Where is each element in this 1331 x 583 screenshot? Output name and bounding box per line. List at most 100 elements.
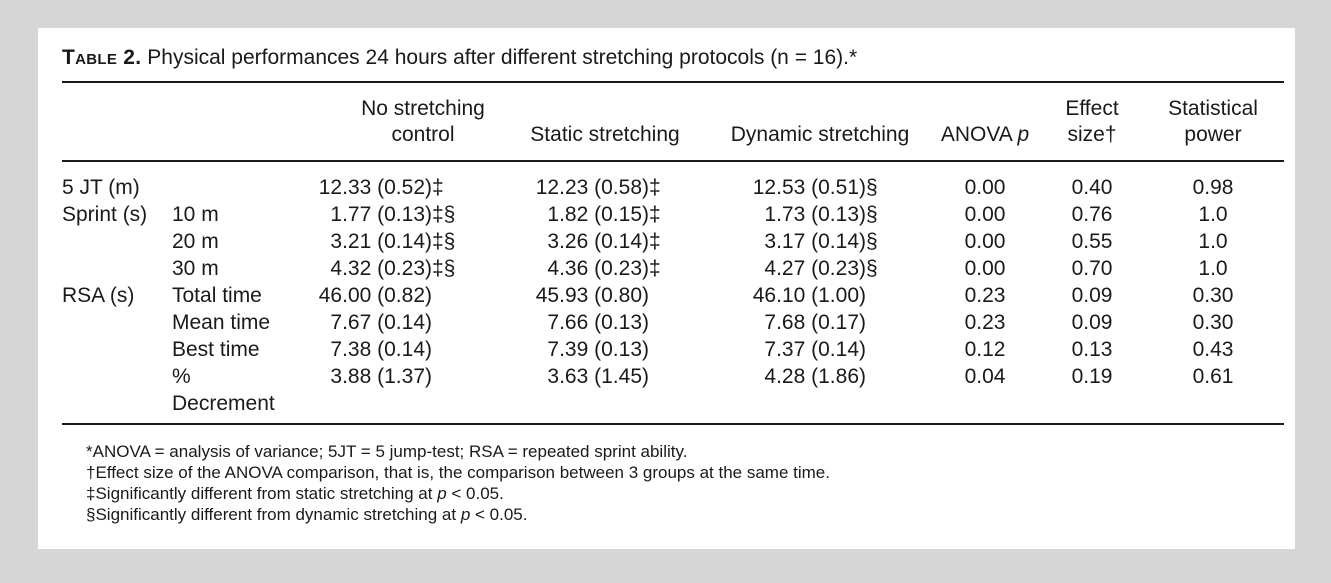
cell-dynamic: 1.73 (0.13)§: [748, 202, 878, 228]
significance-marker: §: [866, 203, 878, 226]
cell-dynamic: 7.37 (0.14): [748, 337, 866, 363]
cell-statistical-power: 1.0: [1198, 203, 1228, 226]
significance-marker: ‡: [649, 203, 661, 226]
significance-marker: ‡§: [432, 257, 456, 280]
cell-value: 4.36 (0.23): [547, 257, 649, 280]
cell-dynamic: 46.10 (1.00): [748, 283, 866, 309]
cell-value: 4.32 (0.23): [330, 257, 432, 280]
bottom-rule: [62, 423, 1284, 425]
cell-value: 7.38 (0.14): [330, 338, 432, 361]
header-line: control: [391, 123, 455, 146]
cell-value: 4.28 (1.86): [764, 365, 866, 388]
header-effect-size: Effect size†: [992, 96, 1192, 148]
significance-marker: ‡: [649, 257, 661, 280]
header-line: Statistical: [1168, 97, 1258, 120]
cell-value: 1.73 (0.13): [764, 203, 866, 226]
footnote: *ANOVA = analysis of variance; 5JT = 5 j…: [86, 442, 688, 461]
cell-effect-size: 0.55: [1071, 230, 1113, 253]
cell-value: 1.82 (0.15): [547, 203, 649, 226]
significance-marker: §: [866, 230, 878, 253]
cell-static: 1.82 (0.15)‡: [531, 202, 661, 228]
cell-effect-size: 0.40: [1071, 176, 1113, 199]
cell-value: 7.66 (0.13): [547, 311, 649, 334]
cell-anova-p: 0.00: [964, 230, 1006, 253]
cell-statistical-power: 1.0: [1198, 230, 1228, 253]
header-line: [505, 96, 705, 122]
cell-static: 3.63 (1.45): [531, 364, 649, 390]
cell-value: 4.27 (0.23): [764, 257, 866, 280]
footnote: §Significantly different from dynamic st…: [86, 505, 528, 524]
cell-effect-size: 0.13: [1071, 338, 1113, 361]
cell-value: 46.00 (0.82): [318, 284, 432, 307]
cell-dynamic: 12.53 (0.51)§: [748, 175, 878, 201]
significance-marker: ‡§: [432, 230, 456, 253]
cell-effect-size: 0.70: [1071, 257, 1113, 280]
cell-no-stretching: 1.77 (0.13)‡§: [314, 202, 455, 228]
cell-statistical-power: 0.30: [1192, 311, 1234, 334]
cell-statistical-power: 0.61: [1192, 365, 1234, 388]
cell-value: 3.21 (0.14): [330, 230, 432, 253]
significance-marker: ‡: [432, 176, 444, 199]
row-group: Sprint (s): [62, 203, 148, 226]
cell-statistical-power: 0.30: [1192, 284, 1234, 307]
row-subgroup: Total time: [172, 284, 262, 307]
cell-static: 4.36 (0.23)‡: [531, 256, 661, 282]
table-card: Table 2. Physical performances 24 hours …: [38, 28, 1295, 549]
cell-value: 46.10 (1.00): [752, 284, 866, 307]
cell-effect-size: 0.09: [1071, 284, 1113, 307]
header-no-stretching: No stretching control: [323, 96, 523, 148]
header-line: Static stretching: [530, 123, 680, 146]
cell-value: 12.53 (0.51): [752, 176, 866, 199]
cell-anova-p: 0.23: [964, 284, 1006, 307]
significance-marker: §: [866, 176, 878, 199]
header-line: Effect: [1065, 97, 1119, 120]
header-line: size†: [1067, 123, 1117, 146]
header-static: Static stretching: [505, 96, 705, 148]
cell-anova-p: 0.00: [964, 257, 1006, 280]
cell-statistical-power: 1.0: [1198, 257, 1228, 280]
header-statistical-power: Statistical power: [1113, 96, 1313, 148]
cell-no-stretching: 4.32 (0.23)‡§: [314, 256, 455, 282]
footnote: ‡Significantly different from static str…: [86, 484, 504, 503]
row-group: RSA (s): [62, 284, 135, 307]
cell-anova-p: 0.23: [964, 311, 1006, 334]
cell-no-stretching: 3.21 (0.14)‡§: [314, 229, 455, 255]
cell-dynamic: 4.28 (1.86): [748, 364, 866, 390]
cell-value: 3.17 (0.14): [764, 230, 866, 253]
cell-no-stretching: 12.33 (0.52)‡: [314, 175, 444, 201]
footnotes: *ANOVA = analysis of variance; 5JT = 5 j…: [86, 441, 830, 525]
header-line: ANOVA p: [940, 123, 1030, 146]
cell-dynamic: 3.17 (0.14)§: [748, 229, 878, 255]
header-rule: [62, 160, 1284, 162]
cell-value: 45.93 (0.80): [535, 284, 649, 307]
cell-value: 7.37 (0.14): [764, 338, 866, 361]
row-subgroup-continued: Decrement: [172, 392, 275, 415]
cell-static: 3.26 (0.14)‡: [531, 229, 661, 255]
row-subgroup: 30 m: [172, 257, 219, 280]
cell-static: 45.93 (0.80): [531, 283, 649, 309]
row-subgroup: Mean time: [172, 311, 271, 334]
cell-anova-p: 0.04: [964, 365, 1006, 388]
cell-value: 7.67 (0.14): [330, 311, 432, 334]
cell-no-stretching: 46.00 (0.82): [314, 283, 432, 309]
cell-dynamic: 7.68 (0.17): [748, 310, 866, 336]
footnote: †Effect size of the ANOVA comparison, th…: [86, 463, 830, 482]
cell-static: 7.39 (0.13): [531, 337, 649, 363]
cell-value: 3.88 (1.37): [330, 365, 432, 388]
cell-no-stretching: 7.38 (0.14): [314, 337, 432, 363]
cell-no-stretching: 3.88 (1.37): [314, 364, 432, 390]
header-anova-p: ANOVA p: [885, 96, 1085, 148]
cell-value: 3.63 (1.45): [547, 365, 649, 388]
top-rule: [62, 81, 1284, 83]
cell-value: 7.68 (0.17): [764, 311, 866, 334]
cell-statistical-power: 0.43: [1192, 338, 1234, 361]
significance-marker: ‡: [649, 230, 661, 253]
cell-value: 12.33 (0.52): [318, 176, 432, 199]
cell-value: 1.77 (0.13): [330, 203, 432, 226]
cell-static: 7.66 (0.13): [531, 310, 649, 336]
header-line: power: [1184, 123, 1242, 146]
cell-statistical-power: 0.98: [1192, 176, 1234, 199]
cell-value: 7.39 (0.13): [547, 338, 649, 361]
row-subgroup: Best time: [172, 338, 260, 361]
cell-anova-p: 0.00: [964, 176, 1006, 199]
